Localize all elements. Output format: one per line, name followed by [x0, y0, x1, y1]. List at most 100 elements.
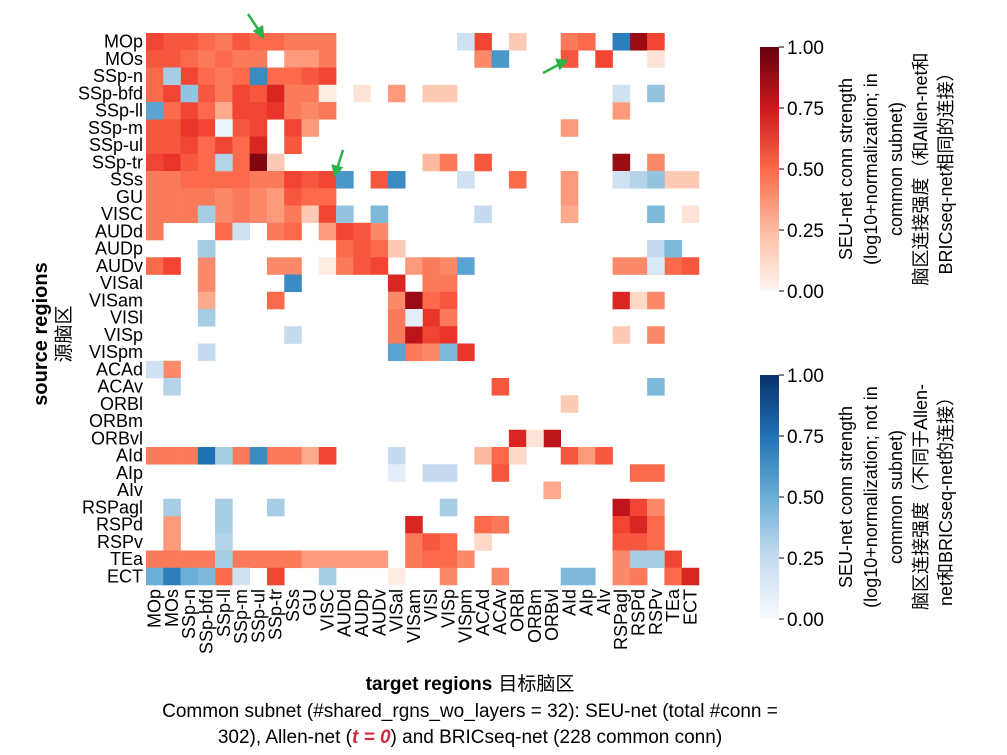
cell-common-SSp-bfd-to-VISal	[387, 84, 406, 103]
arrow-right	[542, 62, 561, 75]
cell-common-TEa-to-VISC	[318, 550, 337, 569]
colorbars: 1.00 0.75 0.50 0.25 0.00 SEU-net conn strengt…	[760, 38, 956, 631]
colorbar-red	[760, 47, 779, 291]
cell-common-SSp-ul-to-MOs	[163, 136, 181, 155]
cell-not-common-VISl-to-SSp-bfd	[197, 309, 216, 327]
cell-common-SSp-m-to-SSs	[284, 119, 302, 137]
cell-common-AUDv-to-SSp-tr	[266, 257, 285, 275]
cell-common-RSPv-to-VISp	[439, 533, 458, 551]
x-tick-ECT: ECT	[680, 589, 700, 625]
cell-common-SSp-bfd-to-SSp-ll	[215, 84, 233, 103]
cell-common-RSPd-to-RSPd	[629, 516, 648, 534]
cell-common-AUDd-to-SSp-ll	[215, 222, 233, 241]
x-tick-RSPagl: RSPagl	[611, 589, 631, 650]
cell-common-AUDv-to-TEa	[664, 257, 682, 275]
colorbar-tick-label: 0.75	[787, 99, 824, 120]
cell-common-SSp-ll-to-SSs	[284, 102, 302, 120]
y-tick-SSp-tr: SSp-tr	[92, 152, 143, 172]
cell-common-SSp-bfd-to-MOs	[163, 84, 181, 103]
cell-common-TEa-to-MOp	[146, 550, 164, 569]
cell-common-MOp-to-ORBl	[508, 33, 527, 51]
cell-not-common-SSs-to-RSPagl	[612, 171, 631, 189]
cell-common-SSp-ul-to-MOp	[146, 136, 164, 155]
y-tick-AUDv: AUDv	[96, 256, 143, 276]
x-tick-RSPd: RSPd	[628, 589, 648, 636]
y-tick-ACAv: ACAv	[97, 377, 143, 397]
cell-common-SSp-tr-to-RSPagl	[612, 153, 631, 172]
y-tick-SSp-ul: SSp-ul	[89, 135, 143, 155]
y-tick-AId: AId	[116, 446, 143, 466]
colorbar-tick-label: 0.25	[787, 221, 824, 242]
y-tick-MOp: MOp	[104, 32, 143, 52]
cell-common-TEa-to-MOs	[163, 550, 181, 569]
cell-common-RSPd-to-RSPv	[647, 516, 665, 534]
cell-common-VISal-to-SSp-bfd	[197, 274, 216, 293]
cell-common-SSp-n-to-VISC	[318, 67, 337, 86]
cell-common-MOp-to-SSp-tr	[266, 33, 285, 51]
x-axis-label: target regions 目标脑区	[366, 673, 575, 695]
cell-common-VISl-to-VISl	[422, 309, 441, 327]
cell-common-ECT-to-RSPagl	[612, 567, 631, 586]
cell-common-VISam-to-RSPagl	[612, 291, 631, 310]
cell-common-AId-to-GU	[301, 447, 320, 465]
cell-common-VISC-to-SSp-m	[232, 205, 250, 224]
cell-common-SSp-bfd-to-VISp	[439, 84, 458, 103]
cell-common-AIp-to-RSPv	[647, 464, 665, 482]
cell-common-AId-to-SSp-tr	[266, 447, 285, 465]
caption-line-2: 302), Allen-net (t = 0) and BRICseq-net …	[218, 727, 722, 748]
cell-common-VISam-to-RSPv	[647, 291, 665, 310]
cell-common-AUDv-to-RSPd	[629, 257, 648, 275]
cell-common-AUDd-to-MOp	[146, 222, 164, 241]
cell-not-common-SSp-bfd-to-SSp-n	[180, 84, 199, 103]
colorbar-label-line: common subnet)	[886, 102, 906, 236]
cell-not-common-RSPv-to-SSp-ll	[215, 533, 233, 551]
x-tick-AIv: AIv	[594, 589, 614, 615]
y-tick-GU: GU	[116, 187, 143, 207]
cell-common-SSs-to-AUDv	[370, 171, 389, 189]
cell-common-AUDd-to-VISC	[318, 222, 337, 241]
cell-common-VISal-to-VISl	[422, 274, 441, 293]
cell-not-common-RSPagl-to-VISp	[439, 498, 458, 517]
cell-not-common-VISpm-to-VISal	[387, 343, 406, 362]
cell-common-AUDv-to-SSp-bfd	[197, 257, 216, 275]
cell-not-common-ECT-to-MOs	[163, 567, 181, 586]
cell-not-common-SSs-to-RSPd	[629, 171, 648, 189]
cell-common-SSp-tr-to-SSp-ul	[249, 153, 268, 172]
cell-common-VISp-to-VISl	[422, 326, 441, 344]
cell-common-VISp-to-VISal	[387, 326, 406, 344]
cell-common-SSs-to-SSp-ul	[249, 171, 268, 189]
cell-not-common-VISpm-to-SSp-bfd	[197, 343, 216, 362]
cell-common-SSp-n-to-GU	[301, 67, 320, 86]
x-tick-ACAd: ACAd	[473, 589, 493, 636]
x-tick-MOp: MOp	[145, 589, 165, 628]
cell-common-VISC-to-GU	[301, 205, 320, 224]
cell-common-VISp-to-RSPagl	[612, 326, 631, 344]
cell-common-SSp-tr-to-RSPv	[647, 153, 665, 172]
cell-common-VISp-to-RSPv	[647, 326, 665, 344]
cell-common-SSp-n-to-SSs	[284, 67, 302, 86]
cell-not-common-SSp-m-to-SSp-ll	[215, 119, 233, 137]
cell-not-common-VISC-to-SSp-bfd	[197, 205, 216, 224]
cell-common-ECT-to-SSp-tr	[266, 567, 285, 586]
cell-not-common-TEa-to-RSPv	[647, 550, 665, 569]
cell-common-VISal-to-VISal	[387, 274, 406, 293]
cell-common-ECT-to-TEa	[664, 567, 682, 586]
colorbar-tick-label: 0.50	[787, 488, 824, 509]
cell-common-AId-to-SSp-n	[180, 447, 199, 465]
cell-common-AUDv-to-SSs	[284, 257, 302, 275]
cell-common-MOs-to-SSp-ul	[249, 50, 268, 68]
cell-not-common-AUDv-to-RSPv	[647, 257, 665, 275]
cell-common-SSp-ll-to-RSPagl	[612, 102, 631, 120]
cell-common-VISl-to-VISal	[387, 309, 406, 327]
cell-common-ACAv-to-ACAv	[491, 378, 510, 396]
cell-common-TEa-to-AUDd	[336, 550, 354, 569]
cell-common-VISp-to-VISam	[405, 326, 423, 344]
cell-common-AId-to-ACAv	[491, 447, 510, 465]
x-axis-label-en: target regions	[366, 674, 493, 695]
y-tick-SSp-bfd: SSp-bfd	[78, 83, 143, 103]
x-tick-TEa: TEa	[663, 588, 683, 622]
y-tick-VISl: VISl	[110, 308, 143, 328]
cell-common-TEa-to-AUDp	[353, 550, 371, 569]
cell-common-AUDd-to-AUDp	[353, 222, 371, 241]
